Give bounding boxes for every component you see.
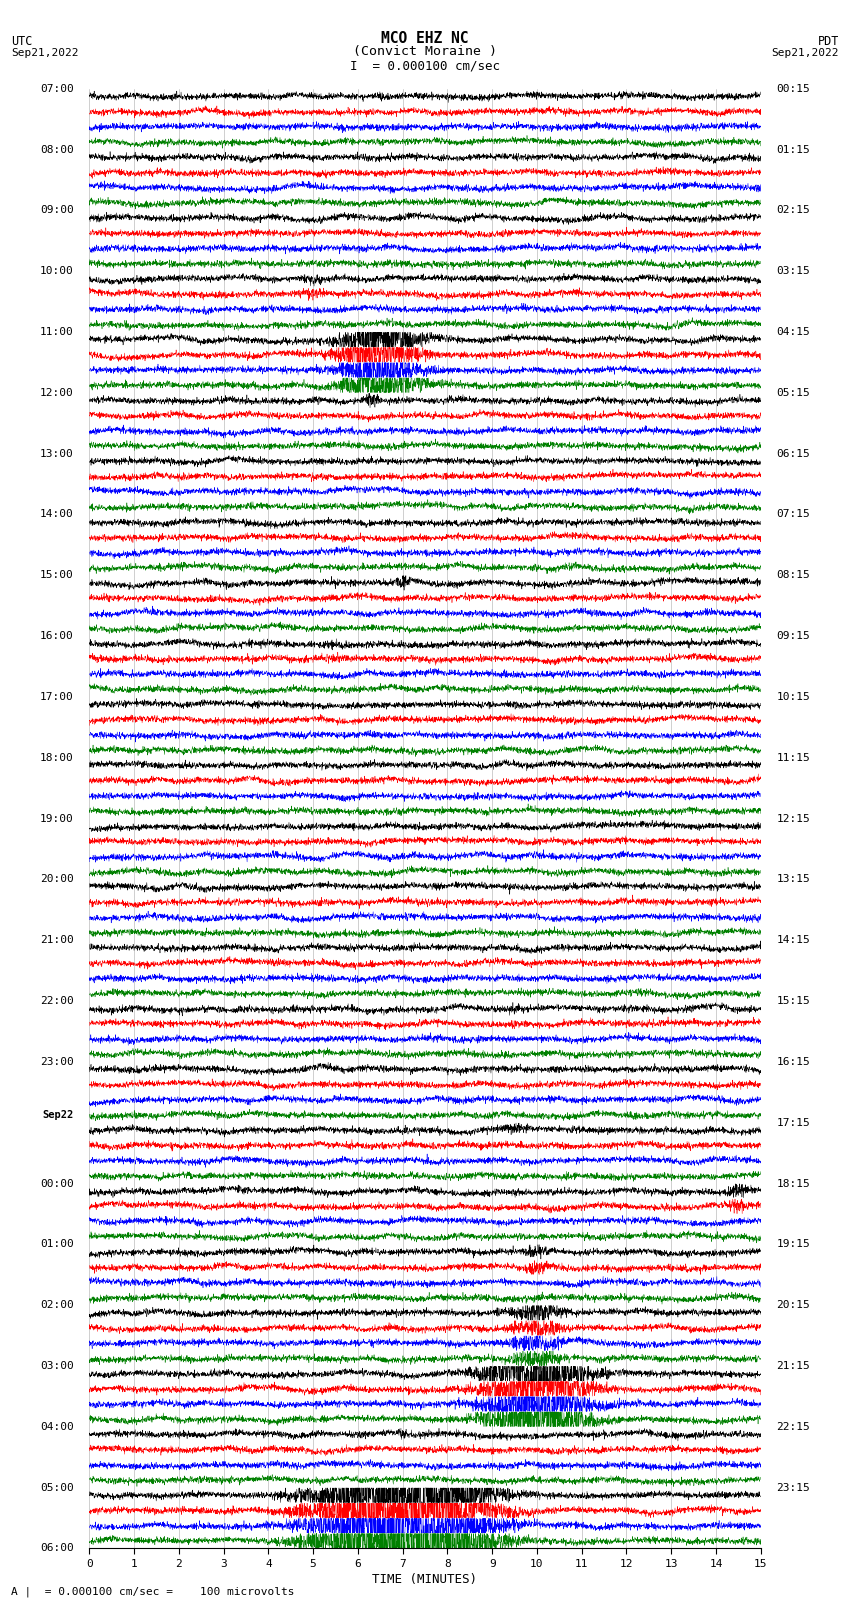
Text: 06:15: 06:15	[776, 448, 810, 458]
Text: 15:00: 15:00	[40, 571, 74, 581]
Text: 02:00: 02:00	[40, 1300, 74, 1310]
Text: 03:15: 03:15	[776, 266, 810, 276]
Text: 04:00: 04:00	[40, 1421, 74, 1432]
Text: 13:15: 13:15	[776, 874, 810, 884]
Text: 04:15: 04:15	[776, 327, 810, 337]
Text: 14:00: 14:00	[40, 510, 74, 519]
Text: 09:15: 09:15	[776, 631, 810, 640]
Text: 07:15: 07:15	[776, 510, 810, 519]
Text: 16:15: 16:15	[776, 1057, 810, 1066]
Text: 23:15: 23:15	[776, 1482, 810, 1492]
Text: 01:00: 01:00	[40, 1239, 74, 1250]
Text: 05:15: 05:15	[776, 387, 810, 398]
Text: 20:15: 20:15	[776, 1300, 810, 1310]
Text: 21:00: 21:00	[40, 936, 74, 945]
Text: I  = 0.000100 cm/sec: I = 0.000100 cm/sec	[350, 60, 500, 73]
Text: 22:00: 22:00	[40, 997, 74, 1007]
Text: 23:00: 23:00	[40, 1057, 74, 1066]
Text: 08:00: 08:00	[40, 145, 74, 155]
Text: 09:00: 09:00	[40, 205, 74, 216]
Text: 13:00: 13:00	[40, 448, 74, 458]
Text: 11:00: 11:00	[40, 327, 74, 337]
Text: 06:00: 06:00	[40, 1544, 74, 1553]
Text: MCO EHZ NC: MCO EHZ NC	[382, 31, 468, 45]
Text: UTC: UTC	[11, 35, 32, 48]
Text: (Convict Moraine ): (Convict Moraine )	[353, 45, 497, 58]
Text: 20:00: 20:00	[40, 874, 74, 884]
Text: 16:00: 16:00	[40, 631, 74, 640]
Text: 03:00: 03:00	[40, 1361, 74, 1371]
Text: 11:15: 11:15	[776, 753, 810, 763]
Text: 14:15: 14:15	[776, 936, 810, 945]
Text: A |  = 0.000100 cm/sec =    100 microvolts: A | = 0.000100 cm/sec = 100 microvolts	[11, 1586, 295, 1597]
Text: 17:00: 17:00	[40, 692, 74, 702]
Text: 18:15: 18:15	[776, 1179, 810, 1189]
Text: 12:15: 12:15	[776, 813, 810, 824]
Text: Sep21,2022: Sep21,2022	[11, 48, 78, 58]
Text: 18:00: 18:00	[40, 753, 74, 763]
Text: 01:15: 01:15	[776, 145, 810, 155]
Text: 17:15: 17:15	[776, 1118, 810, 1127]
Text: 10:15: 10:15	[776, 692, 810, 702]
Text: 15:15: 15:15	[776, 997, 810, 1007]
Text: 19:15: 19:15	[776, 1239, 810, 1250]
Text: 07:00: 07:00	[40, 84, 74, 94]
Text: 12:00: 12:00	[40, 387, 74, 398]
Text: 00:15: 00:15	[776, 84, 810, 94]
Text: 08:15: 08:15	[776, 571, 810, 581]
Text: 10:00: 10:00	[40, 266, 74, 276]
Text: 19:00: 19:00	[40, 813, 74, 824]
Text: Sep21,2022: Sep21,2022	[772, 48, 839, 58]
X-axis label: TIME (MINUTES): TIME (MINUTES)	[372, 1573, 478, 1586]
Text: 00:00: 00:00	[40, 1179, 74, 1189]
Text: Sep22: Sep22	[42, 1110, 74, 1121]
Text: 02:15: 02:15	[776, 205, 810, 216]
Text: 21:15: 21:15	[776, 1361, 810, 1371]
Text: 05:00: 05:00	[40, 1482, 74, 1492]
Text: PDT: PDT	[818, 35, 839, 48]
Text: 22:15: 22:15	[776, 1421, 810, 1432]
